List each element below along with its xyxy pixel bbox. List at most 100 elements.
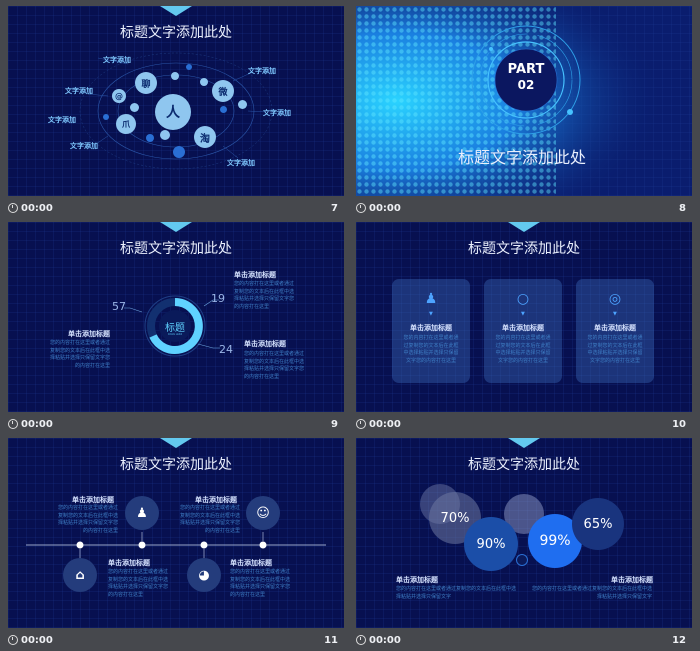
slide-notch [160,438,192,448]
block-body: 您的内容打在这里或者通过复制您的文本后在此框中选择粘贴并选择只保留文字您的内容打… [234,281,295,310]
taobao-icon: 淘 [194,126,216,148]
slide-9[interactable]: 标题文字添加此处 标题 Click Add 57 19 24 单击添加标题 您的… [8,222,344,412]
page-number: 7 [331,202,338,214]
percent-bubble: 90% [464,517,518,571]
network-dot [146,134,154,142]
slide-notch [160,6,192,16]
slide-notch [508,438,540,448]
slide-title: 标题文字添加此处 [468,457,580,473]
halftone-background [356,6,692,196]
footer-time: 00:00 [21,202,53,214]
node-label: 文字添加 [227,159,255,167]
slide-footer: 00:00 10 [356,413,692,435]
slide-footer: 00:00 8 [356,197,692,219]
part-label: PART [507,62,545,77]
slide-12[interactable]: 标题文字添加此处 70% 90% 99% 65% 单击添加标题 您的内容打在这里… [356,438,692,628]
slide-title: 标题文字添加此处 [120,457,232,473]
network-dot [238,100,247,109]
at-icon: @ [112,89,126,103]
value-19: 19 [211,292,225,305]
slide-notch [508,222,540,232]
card-heading: 单击添加标题 [410,324,452,332]
footer-time: 00:00 [369,634,401,646]
value-57: 57 [112,300,126,313]
card-body: 您的内容打在这里或者通过复制您的文本后在此框中选择粘贴并选择只保留文字您的内容打… [587,335,643,364]
footer-time: 00:00 [21,418,53,430]
ring-sublabel: Click Add [168,332,182,336]
item-body: 您的内容打在这里或者通过复制您的文本后在此框中选择粘贴并选择只保留文字您的内容打… [230,569,291,598]
network-dot [200,78,208,86]
ring-label: 标题 [165,323,185,334]
clock-icon [8,203,18,213]
node-label: 文字添加 [248,67,276,75]
clock-icon [356,419,366,429]
page-number: 10 [672,418,686,430]
down-arrow-icon: ▼ [429,311,433,317]
block-heading: 单击添加标题 [68,330,110,338]
slide-footer: 00:00 7 [8,197,344,219]
value-24: 24 [219,343,233,356]
target-icon: ◎ [608,291,622,307]
network-dot [186,64,192,70]
percent-bubble: 65% [572,498,624,550]
basketball-icon: ○ [516,291,530,307]
user-icon: 人 [155,94,191,130]
clock-icon [356,635,366,645]
block-body: 您的内容打在这里或者通过复制您的文本后在此框中选择粘贴并选择只保留文字您的内容打… [244,351,305,380]
slide-10[interactable]: 标题文字添加此处 ♟ ▼ 单击添加标题 您的内容打在这里或者通过复制您的文本后在… [356,222,692,412]
card-body: 您的内容打在这里或者通过复制您的文本后在此框中选择粘贴并选择只保留文字您的内容打… [495,335,551,364]
slide-title: 标题文字添加此处 [120,25,232,41]
page-number: 12 [672,634,686,646]
feature-card[interactable]: ◎ ▼ 单击添加标题 您的内容打在这里或者通过复制您的文本后在此框中选择粘贴并选… [576,279,654,383]
network-dot [160,130,170,140]
chat-icon: 聊 [135,72,157,94]
feature-card[interactable]: ♟ ▼ 单击添加标题 您的内容打在这里或者通过复制您的文本后在此框中选择粘贴并选… [392,279,470,383]
slide-7[interactable]: 标题文字添加此处 人 聊 微 淘 @ 爪 文字添加 文字添加 文字添加 文字添加… [8,6,344,196]
block-body: 您的内容打在这里或者通过复制您的文本后在此框中选择粘贴并选择只保留文字 [532,586,653,600]
home-icon: ⌂ [63,558,97,592]
clock-icon [8,419,18,429]
down-arrow-icon: ▼ [521,311,525,317]
slide-footer: 00:00 9 [8,413,344,435]
footer-time: 00:00 [21,634,53,646]
item-heading: 单击添加标题 [230,559,272,567]
down-arrow-icon: ▼ [613,311,617,317]
block-heading: 单击添加标题 [234,271,276,279]
item-body: 您的内容打在这里或者通过复制您的文本后在此框中选择粘贴并选择只保留文字您的内容打… [57,505,118,534]
network-dot [130,103,139,112]
block-body: 您的内容打在这里或者通过复制您的文本后在此框中选择粘贴并选择只保留文字 [396,586,517,600]
feature-card[interactable]: ○ ▼ 单击添加标题 您的内容打在这里或者通过复制您的文本后在此框中选择粘贴并选… [484,279,562,383]
slide-11[interactable]: 标题文字添加此处 ♟ ☺ ⌂ ◕ 单击添加标题 您的内容打在这里或者通过复制您的… [8,438,344,628]
clock-icon [8,635,18,645]
card-heading: 单击添加标题 [594,324,636,332]
item-heading: 单击添加标题 [195,496,237,504]
footer-time: 00:00 [369,202,401,214]
weibo-icon: 微 [212,80,234,102]
network-dot [173,146,185,158]
part-number: 02 [517,78,535,92]
block-heading: 单击添加标题 [611,576,653,584]
slide-title: 标题文字添加此处 [120,241,232,257]
deco-dot [516,554,528,566]
team-icon: ♟ [125,496,159,530]
globe-icon: ◕ [187,558,221,592]
slide-title: 标题文字添加此处 [458,148,587,167]
page-number: 9 [331,418,338,430]
clock-icon [356,203,366,213]
block-heading: 单击添加标题 [244,340,286,348]
block-body: 您的内容打在这里或者通过复制您的文本后在此框中选择粘贴并选择只保留文字您的内容打… [49,340,110,369]
item-heading: 单击添加标题 [72,496,114,504]
footer-time: 00:00 [369,418,401,430]
network-dot [103,114,109,120]
slide-footer: 00:00 11 [8,629,344,651]
slide-footer: 00:00 12 [356,629,692,651]
node-label: 文字添加 [48,116,76,124]
page-number: 11 [324,634,338,646]
card-heading: 单击添加标题 [502,324,544,332]
item-body: 您的内容打在这里或者通过复制您的文本后在此框中选择粘贴并选择只保留文字您的内容打… [108,569,169,598]
node-label: 文字添加 [263,109,291,117]
slide-8[interactable]: PART 02 标题文字添加此处 [356,6,692,196]
paw-icon: 爪 [116,114,136,134]
network-dot [220,106,227,113]
node-label: 文字添加 [65,87,93,95]
